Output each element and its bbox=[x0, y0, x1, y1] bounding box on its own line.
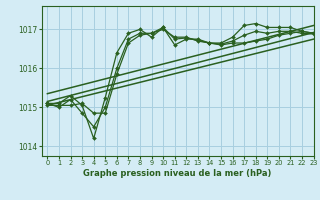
X-axis label: Graphe pression niveau de la mer (hPa): Graphe pression niveau de la mer (hPa) bbox=[84, 169, 272, 178]
